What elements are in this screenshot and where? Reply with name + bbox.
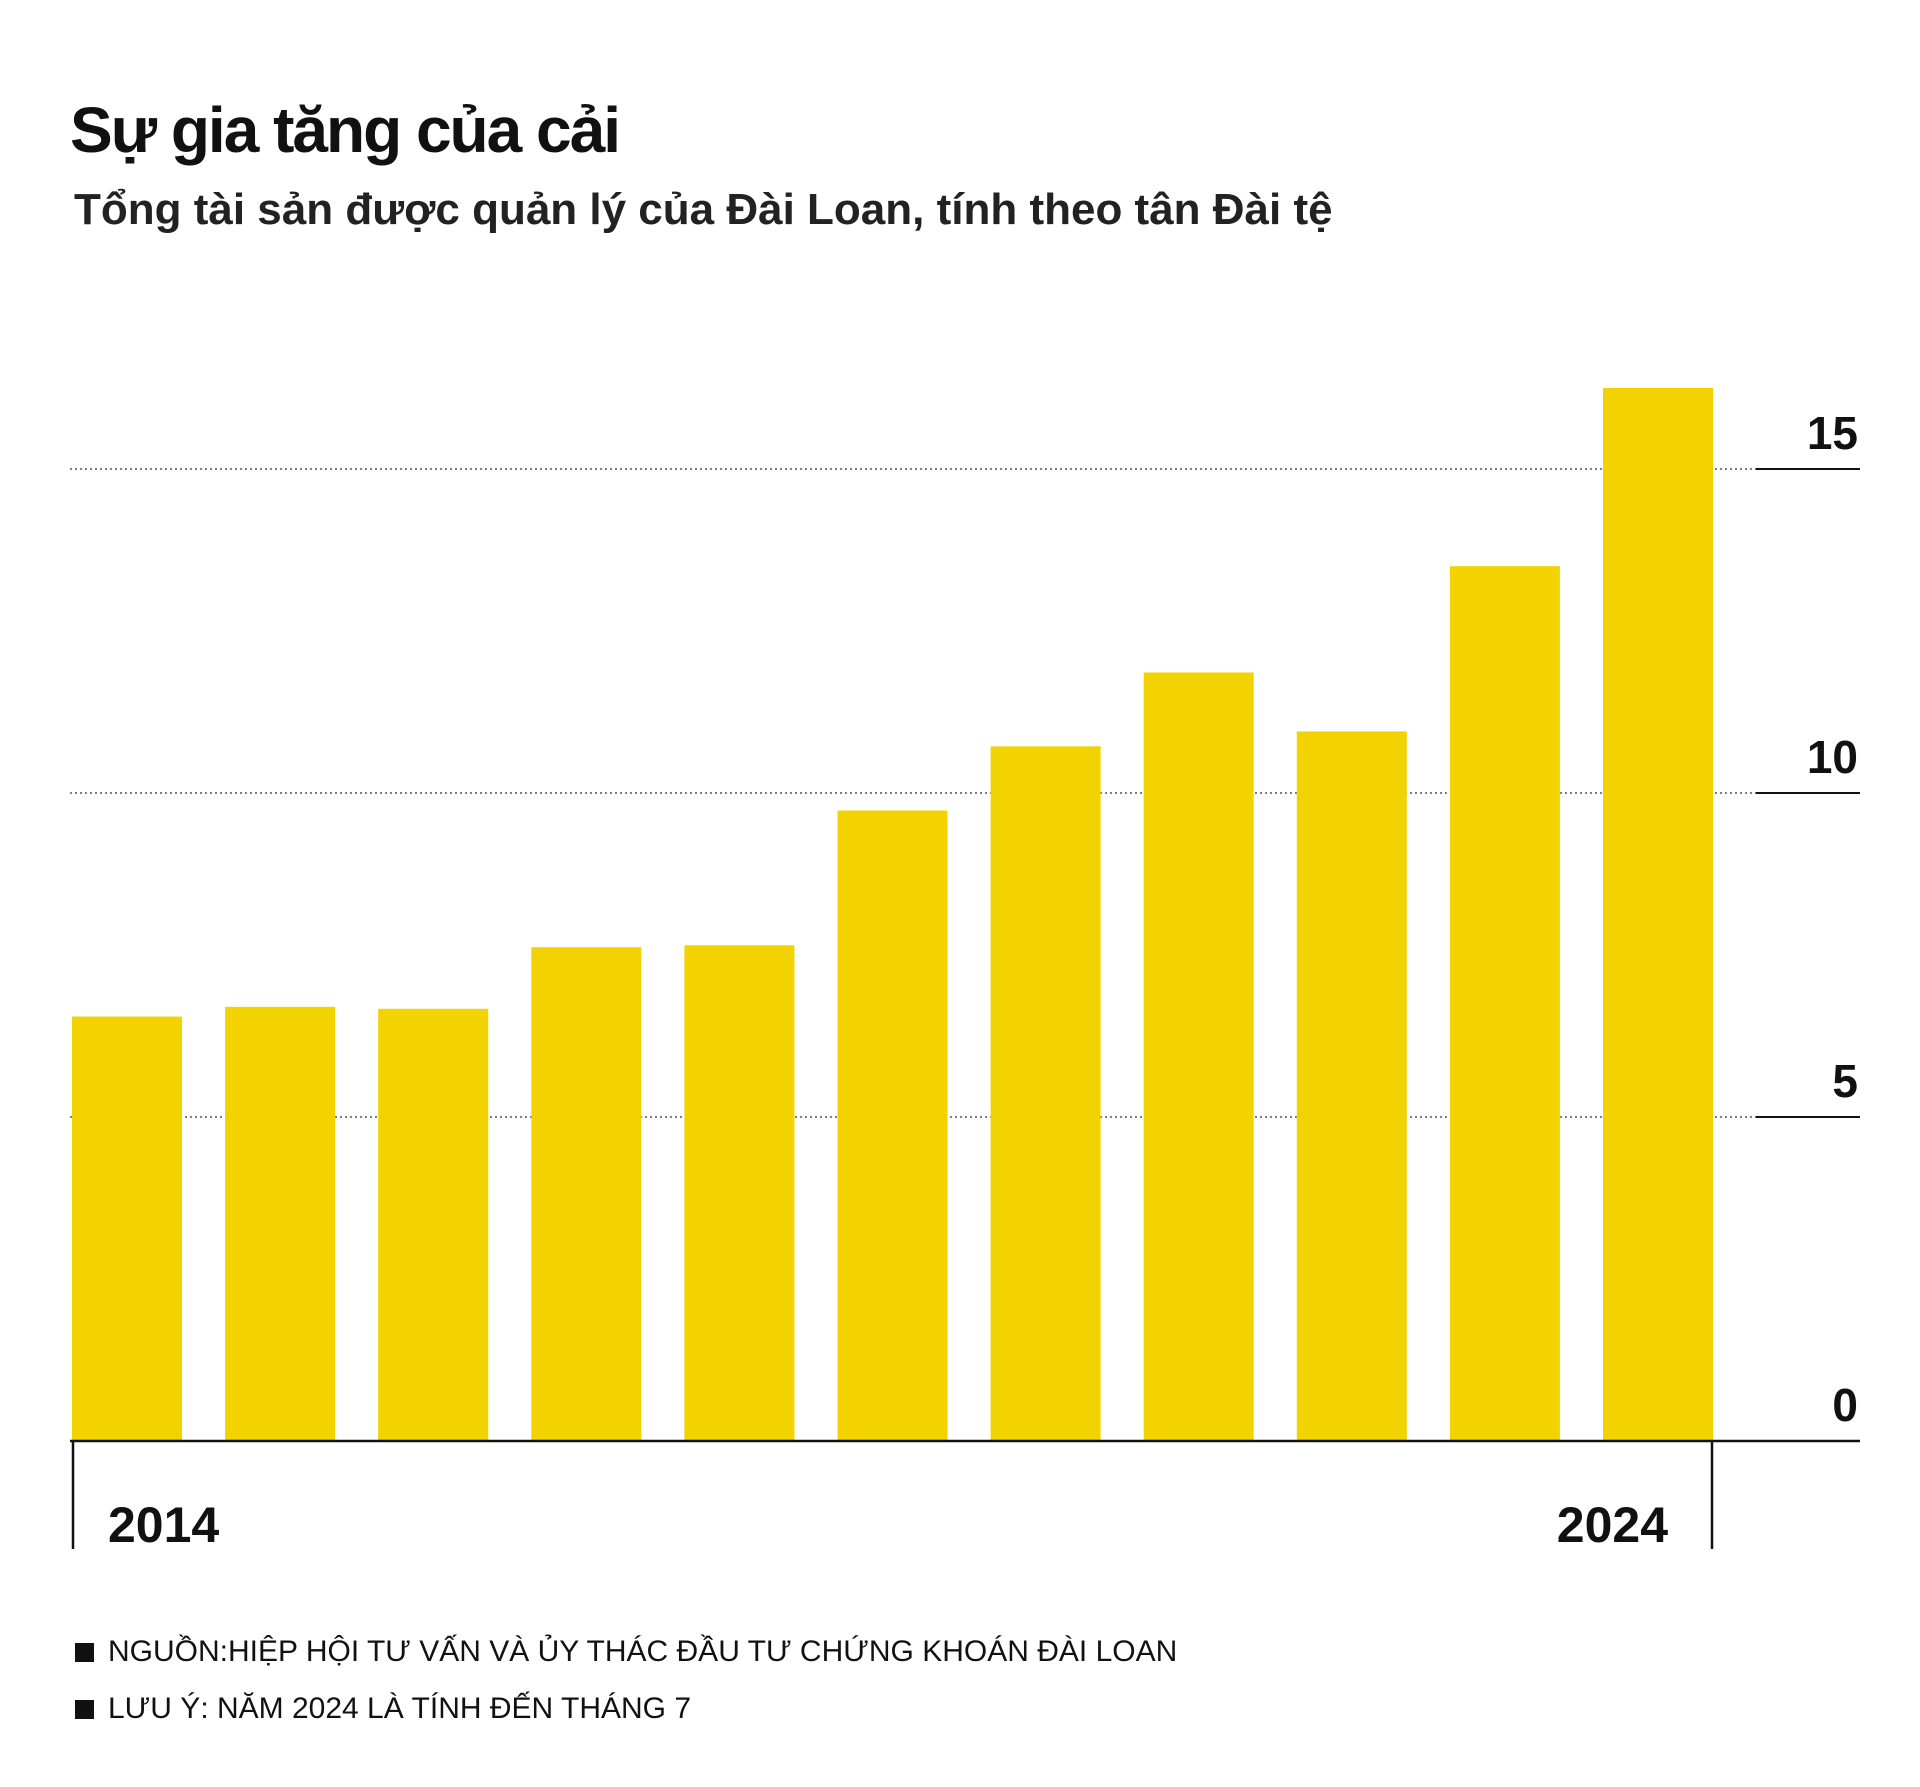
y-tick-labels: 0 5 10 15 [1807,407,1858,1431]
square-bullet-icon [75,1699,94,1719]
bar-2015 [225,1006,336,1441]
y-tick-label-5: 5 [1832,1055,1858,1107]
source-note-text: NGUỒN:HIỆP HỘI TƯ VẤN VÀ ỦY THÁC ĐẦU TƯ … [108,1635,1178,1668]
square-bullet-icon [75,1642,94,1662]
x-tick-label-start: 2014 [108,1497,219,1553]
bar-2021 [1143,672,1254,1441]
chart-title: Sự gia tăng của cải [70,94,621,166]
bar-2016 [378,1008,489,1441]
bar-2017 [531,947,642,1441]
y-tick-label-10: 10 [1807,731,1858,783]
y-tick-label-15: 15 [1807,407,1858,459]
bar-2020 [990,746,1101,1441]
footnote: LƯU Ý: NĂM 2024 LÀ TÍNH ĐẾN THÁNG 7 [75,1692,1177,1726]
chart-notes: NGUỒN:HIỆP HỘI TƯ VẤN VÀ ỦY THÁC ĐẦU TƯ … [75,1635,1177,1749]
y-tick-label-0: 0 [1832,1379,1858,1431]
x-tick-label-end: 2024 [1557,1497,1668,1553]
bar-2014 [72,1016,182,1441]
bar-2018 [684,945,795,1441]
bars [72,388,1713,1441]
axes [70,468,1860,1549]
chart-subtitle: Tổng tài sản được quản lý của Đài Loan, … [74,185,1333,234]
bar-2023 [1449,566,1560,1441]
source-note: NGUỒN:HIỆP HỘI TƯ VẤN VÀ ỦY THÁC ĐẦU TƯ … [75,1635,1177,1669]
bar-2024 [1603,388,1713,1441]
bar-2019 [837,810,948,1441]
footnote-text: LƯU Ý: NĂM 2024 LÀ TÍNH ĐẾN THÁNG 7 [108,1692,692,1725]
bar-2022 [1296,731,1407,1441]
x-tick-labels: 2014 2024 [108,1497,1668,1553]
